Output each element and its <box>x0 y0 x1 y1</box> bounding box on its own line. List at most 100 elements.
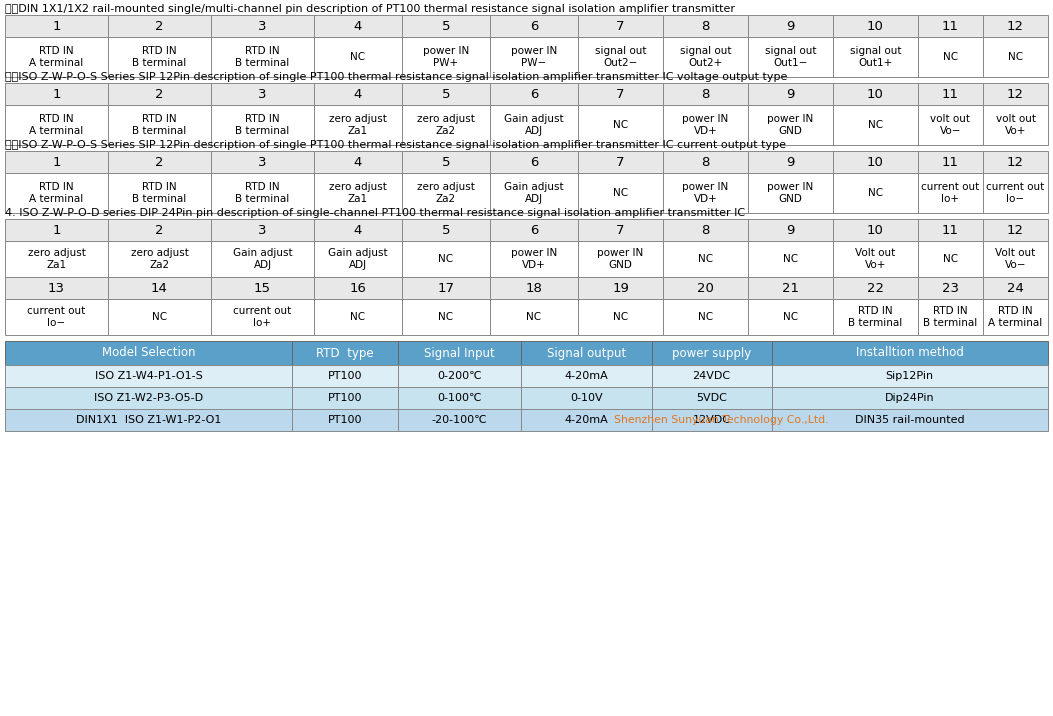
Text: 10: 10 <box>867 87 883 100</box>
Text: 4-20mA: 4-20mA <box>564 371 609 381</box>
Bar <box>748 83 833 105</box>
Bar <box>984 241 1048 277</box>
Bar <box>521 387 652 409</box>
Bar <box>490 151 578 173</box>
Bar <box>772 409 1048 431</box>
Bar <box>521 341 652 365</box>
Text: 12VDC: 12VDC <box>693 415 731 425</box>
Text: PT100: PT100 <box>327 371 362 381</box>
Bar <box>5 219 108 241</box>
Text: Volt out
Vo+: Volt out Vo+ <box>855 248 896 270</box>
Bar <box>652 365 772 387</box>
Bar <box>748 37 833 77</box>
Text: 17: 17 <box>437 281 455 294</box>
Text: 19: 19 <box>612 281 629 294</box>
Bar <box>663 219 748 241</box>
Bar <box>652 341 772 365</box>
Text: 0-100℃: 0-100℃ <box>437 393 482 403</box>
Text: 三、ISO Z-W-P-O-S Series SIP 12Pin description of single PT100 thermal resistance : 三、ISO Z-W-P-O-S Series SIP 12Pin descrip… <box>5 140 786 150</box>
Text: 7: 7 <box>616 19 624 32</box>
Text: 5: 5 <box>442 155 451 168</box>
Text: 21: 21 <box>782 281 799 294</box>
Text: RTD IN
B terminal: RTD IN B terminal <box>133 114 186 136</box>
Bar <box>833 173 918 213</box>
Text: 5: 5 <box>442 223 451 236</box>
Text: 一、DIN 1X1/1X2 rail-mounted single/multi-channel pin description of PT100 thermal: 一、DIN 1X1/1X2 rail-mounted single/multi-… <box>5 4 735 14</box>
Text: DIN35 rail-mounted: DIN35 rail-mounted <box>855 415 965 425</box>
Bar <box>984 277 1048 299</box>
Bar <box>833 299 918 335</box>
Bar <box>108 151 211 173</box>
Text: signal out
Out2−: signal out Out2− <box>595 46 647 68</box>
Text: 4: 4 <box>354 87 362 100</box>
Bar <box>984 15 1048 37</box>
Bar <box>748 277 833 299</box>
Text: RTD IN
B terminal: RTD IN B terminal <box>236 114 290 136</box>
Text: 3: 3 <box>258 19 266 32</box>
Bar <box>398 365 521 387</box>
Bar <box>490 15 578 37</box>
Text: 12: 12 <box>1007 19 1024 32</box>
Bar <box>918 299 984 335</box>
Bar <box>984 105 1048 145</box>
Text: DIN1X1  ISO Z1-W1-P2-O1: DIN1X1 ISO Z1-W1-P2-O1 <box>76 415 221 425</box>
Bar <box>314 83 402 105</box>
Text: NC: NC <box>526 312 541 322</box>
Bar <box>984 299 1048 335</box>
Text: NC: NC <box>942 254 958 264</box>
Bar <box>5 37 108 77</box>
Text: NC: NC <box>351 52 365 62</box>
Bar <box>314 151 402 173</box>
Text: power supply: power supply <box>672 347 751 359</box>
Text: 22: 22 <box>867 281 885 294</box>
Text: Gain adjust
ADJ: Gain adjust ADJ <box>233 248 293 270</box>
Bar <box>108 15 211 37</box>
Text: power IN
GND: power IN GND <box>768 114 814 136</box>
Text: 8: 8 <box>701 19 710 32</box>
Text: 0-200℃: 0-200℃ <box>437 371 482 381</box>
Bar <box>314 241 402 277</box>
Bar <box>5 387 292 409</box>
Text: power IN
GND: power IN GND <box>597 248 643 270</box>
Bar <box>108 277 211 299</box>
Text: 11: 11 <box>942 87 959 100</box>
Text: zero adjust
Za1: zero adjust Za1 <box>27 248 85 270</box>
Bar <box>918 37 984 77</box>
Bar <box>918 15 984 37</box>
Bar <box>833 151 918 173</box>
Text: 5: 5 <box>442 19 451 32</box>
Text: signal out
Out1+: signal out Out1+ <box>850 46 901 68</box>
Text: RTD IN
B terminal: RTD IN B terminal <box>849 306 902 328</box>
Text: power IN
VD+: power IN VD+ <box>682 182 729 204</box>
Bar <box>211 105 314 145</box>
Text: power IN
GND: power IN GND <box>768 182 814 204</box>
Bar <box>108 219 211 241</box>
Text: NC: NC <box>783 312 798 322</box>
Bar <box>211 37 314 77</box>
Bar <box>211 277 314 299</box>
Text: 5: 5 <box>442 87 451 100</box>
Text: 二、ISO Z-W-P-O-S Series SIP 12Pin description of single PT100 thermal resistance : 二、ISO Z-W-P-O-S Series SIP 12Pin descrip… <box>5 72 788 82</box>
Bar <box>833 37 918 77</box>
Text: current out
Io−: current out Io− <box>987 182 1045 204</box>
Bar <box>314 277 402 299</box>
Bar <box>5 277 108 299</box>
Bar <box>652 409 772 431</box>
Text: zero adjust
Za2: zero adjust Za2 <box>417 182 475 204</box>
Text: RTD IN
A terminal: RTD IN A terminal <box>989 306 1042 328</box>
Text: 1: 1 <box>53 155 61 168</box>
Text: 0-10V: 0-10V <box>570 393 602 403</box>
Bar <box>211 299 314 335</box>
Text: RTD IN
A terminal: RTD IN A terminal <box>29 182 83 204</box>
Bar <box>5 15 108 37</box>
Text: 3: 3 <box>258 87 266 100</box>
Bar <box>578 105 663 145</box>
Text: 9: 9 <box>787 87 795 100</box>
Text: 6: 6 <box>530 87 538 100</box>
Bar <box>108 241 211 277</box>
Bar <box>663 299 748 335</box>
Text: 11: 11 <box>942 223 959 236</box>
Text: 12: 12 <box>1007 155 1024 168</box>
Bar <box>490 277 578 299</box>
Bar <box>402 83 490 105</box>
